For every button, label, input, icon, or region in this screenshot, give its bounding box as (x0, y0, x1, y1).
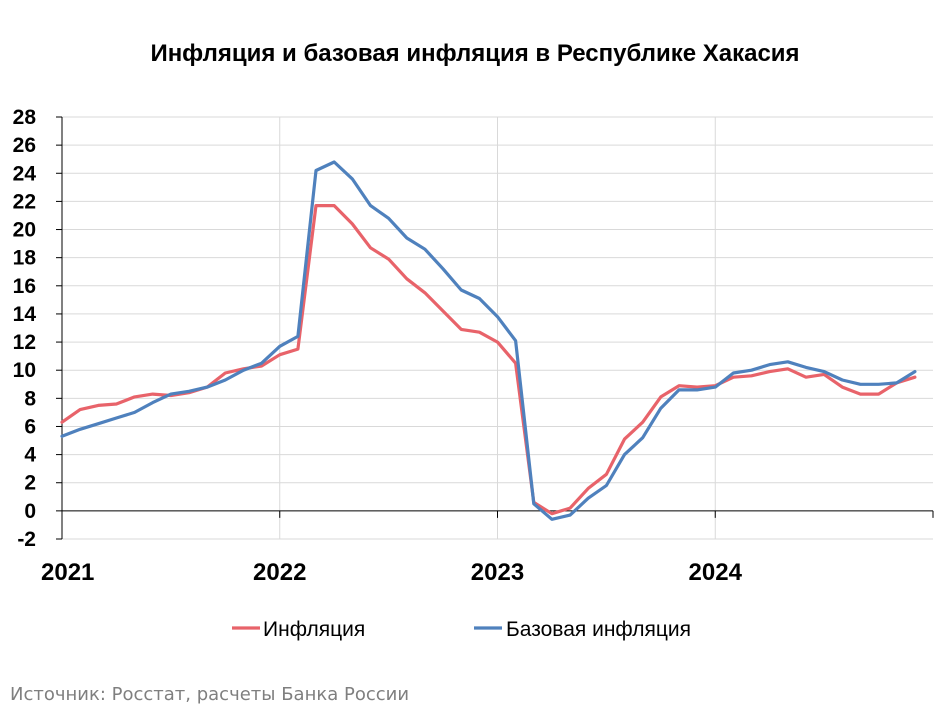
x-tick-label: 2022 (253, 559, 306, 586)
y-tick-label: 14 (13, 303, 37, 326)
grid-lines (62, 116, 933, 540)
legend-label-inflation: Инфляция (263, 618, 365, 641)
x-tick-label: 2021 (41, 559, 94, 586)
series-line-core-inflation (60, 160, 917, 521)
chart-title: Инфляция и базовая инфляция в Республике… (150, 40, 800, 67)
legend-label-core-inflation: Базовая инфляция (506, 618, 691, 641)
y-tick-label: 6 (24, 415, 36, 438)
legend: Инфляция Базовая инфляция (232, 618, 691, 641)
y-tick-label: 28 (13, 106, 37, 129)
y-tick-label: 8 (24, 387, 36, 410)
y-tick-label: 20 (13, 219, 36, 242)
series-line-inflation (60, 204, 917, 516)
y-tick-label: 22 (13, 190, 36, 213)
axes (56, 116, 934, 540)
y-tick-label: 24 (13, 162, 37, 185)
y-tick-label: 2 (24, 472, 36, 495)
y-tick-label: 10 (13, 359, 36, 382)
y-tick-label: -2 (17, 528, 36, 551)
y-tick-label: 26 (13, 134, 36, 157)
x-tick-label: 2024 (689, 559, 743, 586)
y-tick-label: 0 (24, 500, 36, 523)
x-tick-labels: 2021 2022 2023 2024 (41, 559, 743, 586)
y-tick-label: 4 (24, 444, 36, 467)
y-tick-label: 18 (13, 247, 37, 270)
series-lines (60, 160, 917, 521)
y-tick-label: 12 (13, 331, 36, 354)
source-note: Источник: Росстат, расчеты Банка России (10, 684, 410, 705)
x-tick-label: 2023 (471, 559, 524, 586)
y-tick-label: 16 (13, 275, 36, 298)
